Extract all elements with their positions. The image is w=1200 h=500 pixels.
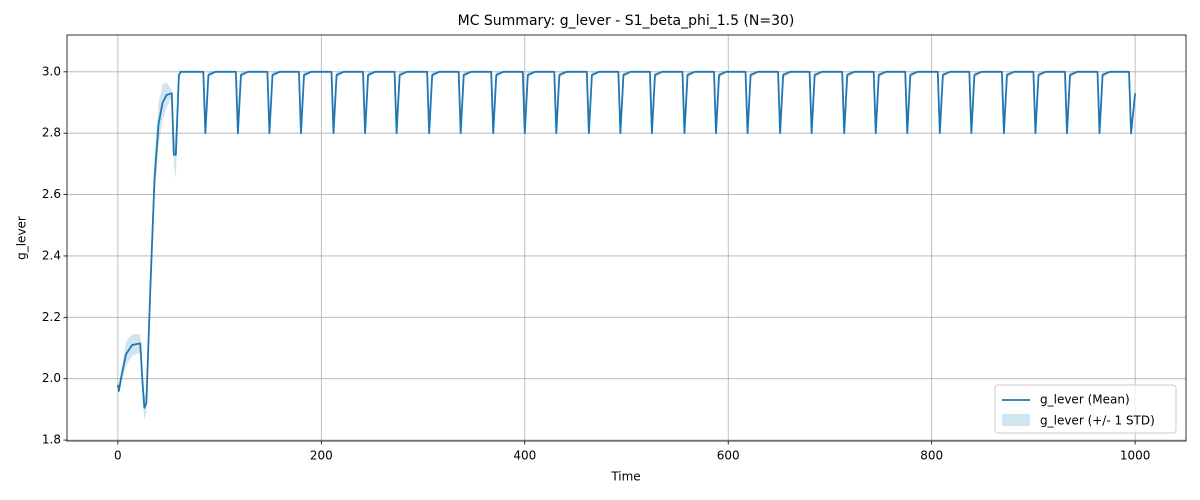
axes-frame	[66, 34, 1187, 442]
chart-title: MC Summary: g_lever - S1_beta_phi_1.5 (N…	[458, 13, 795, 29]
y-tick-label: 2.2	[42, 310, 61, 324]
x-tick-label: 200	[310, 449, 333, 463]
legend-label: g_lever (Mean)	[1040, 393, 1130, 407]
x-axis-label: Time	[610, 470, 640, 484]
y-tick-label: 2.6	[42, 187, 61, 201]
legend-box	[994, 384, 1177, 434]
y-tick-label: 2.8	[42, 126, 61, 140]
x-tick-label: 400	[513, 449, 536, 463]
x-tick-label: 0	[114, 449, 122, 463]
mean-line	[116, 70, 1137, 409]
y-tick-label: 2.4	[42, 248, 61, 262]
x-tick-label: 800	[920, 449, 943, 463]
y-axis-label: g_lever	[15, 216, 29, 260]
x-tick-label: 1000	[1120, 449, 1151, 463]
y-tick-label: 2.0	[42, 371, 61, 385]
x-tick-label: 600	[717, 449, 740, 463]
y-tick-label: 1.8	[42, 433, 61, 447]
legend-label: g_lever (+/- 1 STD)	[1040, 414, 1155, 428]
legend-patch	[1002, 414, 1030, 426]
y-tick-label: 3.0	[42, 64, 61, 78]
